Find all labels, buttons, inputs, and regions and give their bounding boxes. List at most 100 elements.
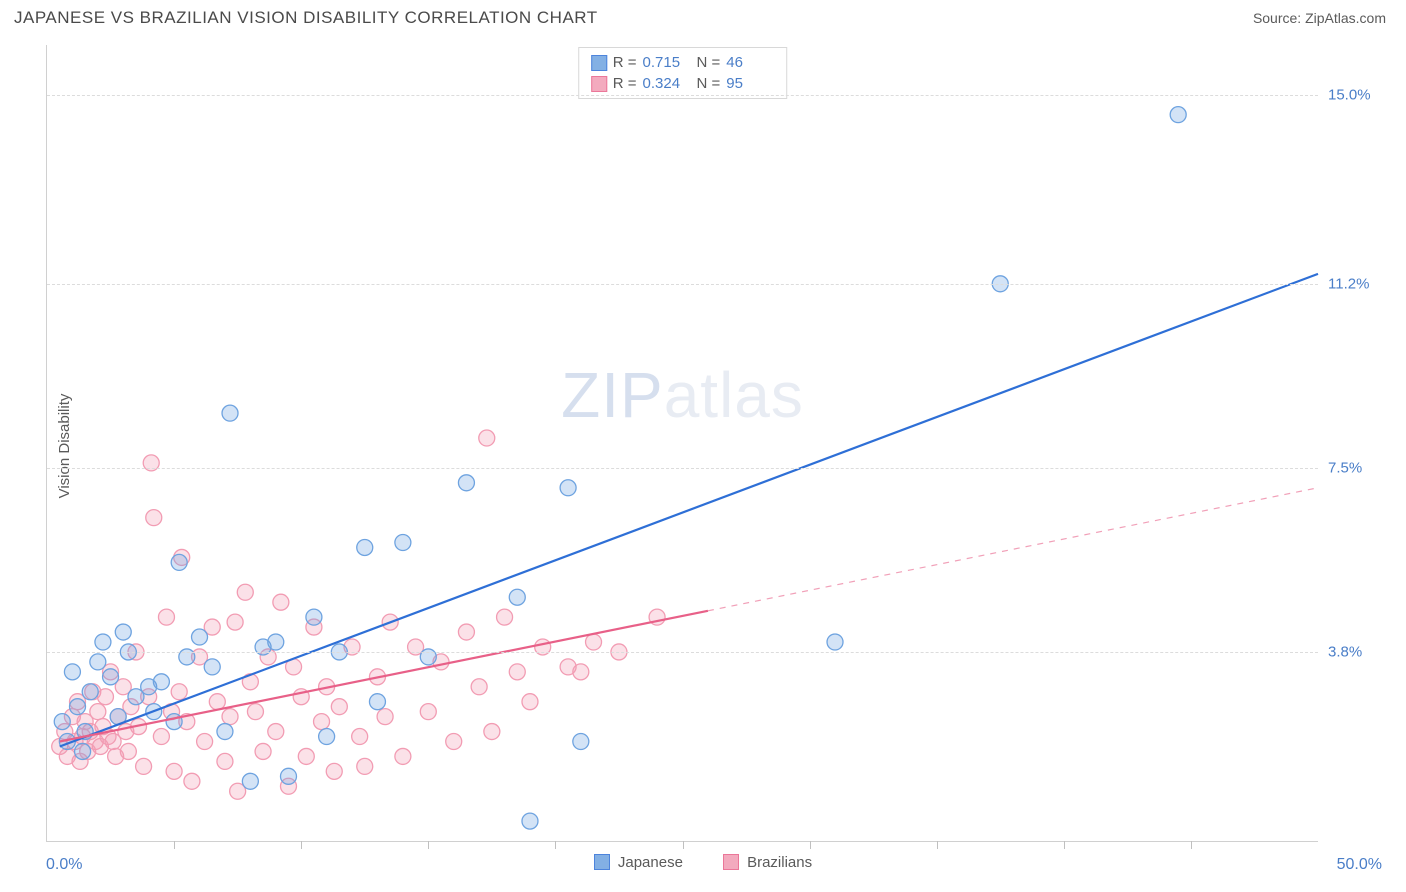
data-point-brazilians — [227, 614, 243, 630]
data-point-brazilians — [479, 430, 495, 446]
swatch-icon — [594, 854, 610, 870]
gridline — [47, 468, 1318, 469]
data-point-japanese — [522, 813, 538, 829]
data-point-japanese — [509, 589, 525, 605]
r-label: R = — [613, 54, 637, 71]
data-point-brazilians — [331, 699, 347, 715]
r-value-brazilians: 0.324 — [643, 75, 691, 92]
x-tick — [301, 841, 302, 849]
data-point-japanese — [70, 699, 86, 715]
swatch-brazilians — [591, 76, 607, 92]
data-point-japanese — [166, 714, 182, 730]
n-value-japanese: 46 — [726, 54, 774, 71]
data-point-japanese — [357, 539, 373, 555]
x-tick — [174, 841, 175, 849]
chart-title: JAPANESE VS BRAZILIAN VISION DISABILITY … — [14, 8, 598, 28]
swatch-japanese — [591, 55, 607, 71]
data-point-brazilians — [298, 748, 314, 764]
data-point-brazilians — [158, 609, 174, 625]
data-point-japanese — [54, 714, 70, 730]
data-point-japanese — [280, 768, 296, 784]
data-point-brazilians — [136, 758, 152, 774]
data-point-brazilians — [314, 714, 330, 730]
n-label: N = — [697, 75, 721, 92]
n-label: N = — [697, 54, 721, 71]
data-point-brazilians — [352, 729, 368, 745]
data-point-brazilians — [420, 704, 436, 720]
y-tick-label: 15.0% — [1328, 86, 1388, 103]
legend-label-japanese: Japanese — [618, 854, 683, 871]
data-point-brazilians — [458, 624, 474, 640]
data-point-brazilians — [90, 704, 106, 720]
x-tick — [428, 841, 429, 849]
x-tick — [1064, 841, 1065, 849]
x-tick — [555, 841, 556, 849]
data-point-japanese — [560, 480, 576, 496]
data-point-japanese — [82, 684, 98, 700]
data-point-japanese — [827, 634, 843, 650]
data-point-japanese — [171, 554, 187, 570]
data-point-brazilians — [497, 609, 513, 625]
data-point-japanese — [95, 634, 111, 650]
data-point-japanese — [153, 674, 169, 690]
legend-item-brazilians: Brazilians — [723, 854, 812, 871]
source-credit: Source: ZipAtlas.com — [1253, 10, 1386, 26]
data-point-brazilians — [509, 664, 525, 680]
data-point-brazilians — [522, 694, 538, 710]
data-point-brazilians — [171, 684, 187, 700]
source-link[interactable]: ZipAtlas.com — [1305, 10, 1386, 26]
data-point-brazilians — [471, 679, 487, 695]
data-point-brazilians — [166, 763, 182, 779]
y-tick-label: 3.8% — [1328, 643, 1388, 660]
data-point-japanese — [369, 694, 385, 710]
stats-row-japanese: R = 0.715 N = 46 — [591, 52, 775, 73]
data-point-brazilians — [247, 704, 263, 720]
data-point-japanese — [395, 535, 411, 551]
data-point-brazilians — [153, 729, 169, 745]
data-point-brazilians — [586, 634, 602, 650]
data-point-brazilians — [446, 734, 462, 750]
r-label: R = — [613, 75, 637, 92]
data-point-brazilians — [326, 763, 342, 779]
data-point-japanese — [319, 729, 335, 745]
data-point-japanese — [217, 724, 233, 740]
data-point-japanese — [192, 629, 208, 645]
x-tick — [810, 841, 811, 849]
data-point-japanese — [242, 773, 258, 789]
data-point-brazilians — [273, 594, 289, 610]
chart-area: ZIPatlas R = 0.715 N = 46 R = 0.324 N = … — [46, 45, 1318, 842]
plot-svg — [47, 45, 1318, 841]
data-point-japanese — [103, 669, 119, 685]
gridline — [47, 652, 1318, 653]
x-tick — [683, 841, 684, 849]
data-point-japanese — [115, 624, 131, 640]
legend-item-japanese: Japanese — [594, 854, 683, 871]
data-point-brazilians — [197, 734, 213, 750]
data-point-brazilians — [357, 758, 373, 774]
data-point-brazilians — [573, 664, 589, 680]
data-point-brazilians — [97, 689, 113, 705]
trend-line-japanese — [60, 274, 1318, 747]
data-point-japanese — [458, 475, 474, 491]
data-point-japanese — [75, 743, 91, 759]
data-point-brazilians — [255, 743, 271, 759]
data-point-japanese — [1170, 107, 1186, 123]
data-point-brazilians — [222, 709, 238, 725]
x-tick — [1191, 841, 1192, 849]
data-point-brazilians — [268, 724, 284, 740]
data-point-brazilians — [146, 510, 162, 526]
gridline — [47, 95, 1318, 96]
data-point-japanese — [306, 609, 322, 625]
data-point-brazilians — [484, 724, 500, 740]
data-point-japanese — [573, 734, 589, 750]
data-point-japanese — [90, 654, 106, 670]
gridline — [47, 284, 1318, 285]
r-value-japanese: 0.715 — [643, 54, 691, 71]
source-prefix: Source: — [1253, 10, 1305, 26]
data-point-japanese — [204, 659, 220, 675]
data-point-brazilians — [237, 584, 253, 600]
stats-legend: R = 0.715 N = 46 R = 0.324 N = 95 — [578, 47, 788, 99]
data-point-brazilians — [377, 709, 393, 725]
data-point-brazilians — [184, 773, 200, 789]
trend-line-dashed-brazilians — [708, 488, 1318, 611]
